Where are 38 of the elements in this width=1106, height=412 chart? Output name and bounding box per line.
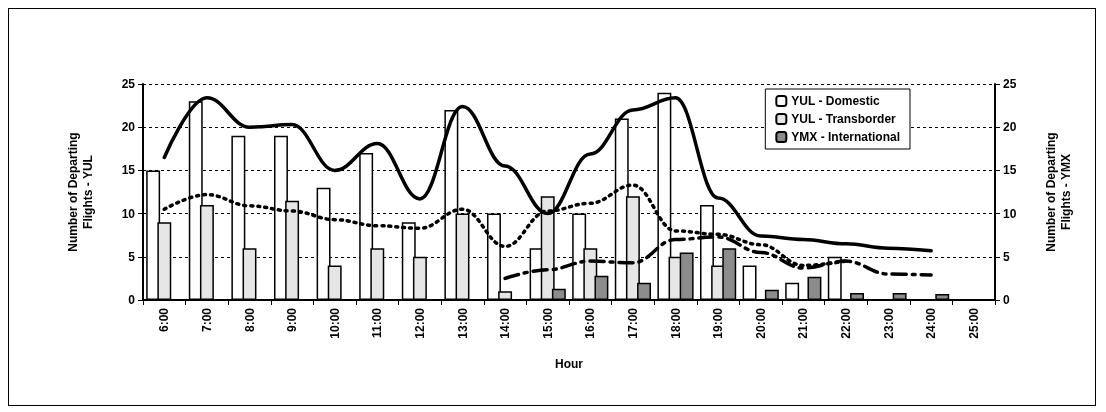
y-tick-label: 20 [121, 120, 136, 135]
x-tick-label: 13:00 [455, 307, 470, 339]
y-tick-label: 25 [121, 77, 136, 91]
x-axis-title: Hour [555, 357, 584, 371]
x-tick-label: 17:00 [625, 307, 640, 339]
legend-label: YMX - International [791, 130, 901, 144]
x-tick-label: 8:00 [242, 307, 257, 333]
y2-tick-label: 0 [1003, 293, 1010, 307]
x-tick-label: 12:00 [412, 307, 427, 339]
x-tick-label: 16:00 [583, 307, 598, 339]
x-tick-label: 21:00 [796, 307, 811, 339]
x-tick-label: 24:00 [924, 307, 939, 339]
x-tick-label: 20:00 [753, 307, 768, 339]
x-tick-label: 15:00 [540, 307, 555, 339]
x-tick-label: 18:00 [668, 307, 683, 339]
x-tick-label: 14:00 [498, 307, 513, 339]
x-tick-label: 22:00 [838, 307, 853, 339]
y2-tick-label: 15 [1003, 163, 1017, 178]
y-tick-label: 0 [128, 293, 136, 307]
x-tick-label: 7:00 [199, 307, 214, 333]
y-tick-label: 5 [128, 249, 136, 264]
y-tick-label: 15 [121, 163, 136, 178]
y-axis-title: Number of Departing Flights - YUL [65, 132, 95, 252]
y2-tick-label: 5 [1003, 249, 1010, 264]
y2-tick-label: 25 [1003, 77, 1017, 91]
x-tick-label: 9:00 [285, 307, 300, 333]
x-tick-label: 11:00 [370, 307, 385, 339]
y2-tick-label: 20 [1003, 120, 1017, 135]
x-tick-label: 10:00 [327, 307, 342, 339]
x-tick-label: 25:00 [966, 307, 981, 339]
legend-label: YUL - Transborder [791, 112, 897, 126]
y2-tick-label: 10 [1003, 206, 1017, 221]
legend-label: YUL - Domestic [791, 94, 881, 108]
y2-axis-title: Number of Departing Flights - YMX [1043, 132, 1073, 252]
x-tick-label: 19:00 [711, 307, 726, 339]
x-tick-label: 6:00 [157, 307, 172, 333]
y-tick-label: 10 [121, 206, 136, 221]
x-tick-label: 23:00 [881, 307, 896, 339]
